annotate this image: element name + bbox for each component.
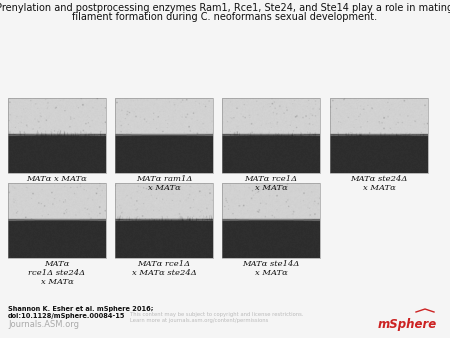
- Bar: [115, 183, 213, 258]
- Text: MATα x MATα: MATα x MATα: [27, 175, 87, 183]
- Bar: [8, 98, 106, 173]
- Bar: [8, 183, 106, 258]
- Text: mSphere: mSphere: [378, 318, 437, 331]
- Text: MATα ste14Δ
x MATα: MATα ste14Δ x MATα: [242, 260, 300, 277]
- Text: MATα rce1Δ
x MATα: MATα rce1Δ x MATα: [244, 175, 297, 192]
- Text: filament formation during C. neoformans sexual development.: filament formation during C. neoformans …: [72, 12, 378, 22]
- Text: Journals.ASM.org: Journals.ASM.org: [8, 320, 79, 329]
- Bar: [222, 183, 320, 258]
- Bar: [330, 98, 428, 173]
- Text: MATα ram1Δ
x MATα: MATα ram1Δ x MATα: [136, 175, 192, 192]
- Bar: [115, 98, 213, 173]
- Text: MATα ste24Δ
x MATα: MATα ste24Δ x MATα: [350, 175, 408, 192]
- Text: Prenylation and postprocessing enzymes Ram1, Rce1, Ste24, and Ste14 play a role : Prenylation and postprocessing enzymes R…: [0, 3, 450, 13]
- Text: MATα
rce1Δ ste24Δ
x MATα: MATα rce1Δ ste24Δ x MATα: [28, 260, 86, 286]
- Text: This content may be subject to copyright and license restrictions.
Learn more at: This content may be subject to copyright…: [130, 312, 303, 323]
- Text: Shannon K. Esher et al. mSphere 2016;
doi:10.1128/mSphere.00084-15: Shannon K. Esher et al. mSphere 2016; do…: [8, 306, 153, 319]
- Text: MATα rce1Δ
x MATα ste24Δ: MATα rce1Δ x MATα ste24Δ: [131, 260, 196, 277]
- Bar: [222, 98, 320, 173]
